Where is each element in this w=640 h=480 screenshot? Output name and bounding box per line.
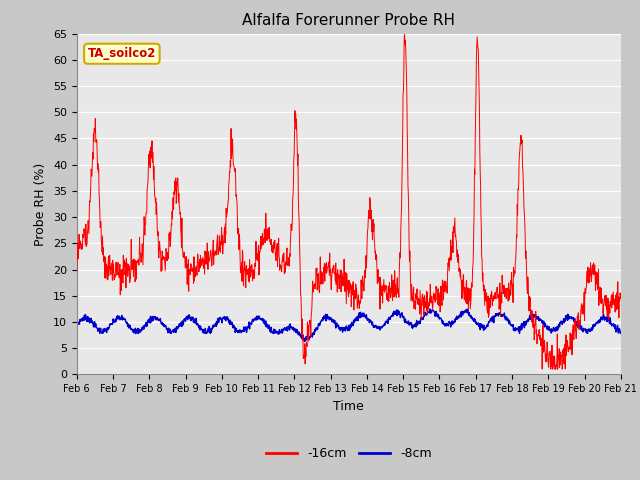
Legend: -16cm, -8cm: -16cm, -8cm [261,442,437,465]
Y-axis label: Probe RH (%): Probe RH (%) [35,162,47,246]
Text: TA_soilco2: TA_soilco2 [88,47,156,60]
Title: Alfalfa Forerunner Probe RH: Alfalfa Forerunner Probe RH [243,13,455,28]
X-axis label: Time: Time [333,400,364,413]
